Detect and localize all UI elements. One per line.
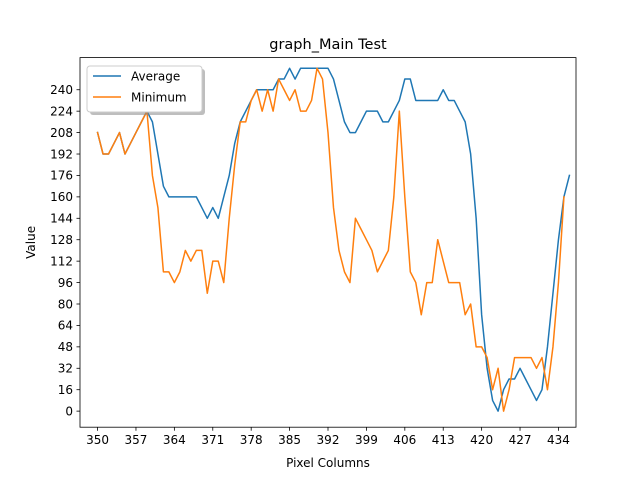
x-tick-label: 399 [355,433,378,447]
series-line-minimum [96,67,565,412]
y-tick-label: 96 [58,276,73,290]
y-tick-label: 80 [58,297,73,311]
legend-box [86,65,203,113]
y-tick-label: 208 [50,126,73,140]
x-axis-ticks: 350 357 364 371 378 385 392 399 406 413 420 427 434 [86,427,570,447]
x-tick-label: 385 [278,433,301,447]
x-tick-label: 420 [470,433,493,447]
legend-label-minimum: Minimum [131,90,187,104]
y-axis-label: Value [24,226,38,259]
x-tick-label: 378 [240,433,263,447]
x-tick-label: 350 [86,433,109,447]
x-tick-label: 364 [163,433,186,447]
y-tick-label: 128 [50,233,73,247]
x-axis-label: Pixel Columns [286,456,370,470]
x-tick-label: 357 [125,433,148,447]
y-tick-label: 0 [65,404,73,418]
legend: Average Minimum [86,65,205,115]
plot-area [80,57,576,428]
y-tick-label: 160 [50,190,73,204]
x-tick-label: 371 [201,433,224,447]
y-tick-label: 240 [50,83,73,97]
chart-title: graph_Main Test [269,37,387,53]
x-tick-label: 406 [393,433,416,447]
legend-label-average: Average [131,69,180,83]
y-tick-label: 192 [50,147,73,161]
series-line-average [96,67,571,412]
y-tick-label: 48 [58,340,73,354]
y-tick-label: 144 [50,212,73,226]
y-tick-label: 176 [50,169,73,183]
x-tick-label: 413 [432,433,455,447]
y-tick-label: 16 [58,383,73,397]
legend-items: Average Minimum [93,69,187,104]
y-tick-label: 112 [50,254,73,268]
y-tick-label: 32 [58,362,73,376]
x-tick-label: 427 [509,433,532,447]
series-lines [96,67,571,412]
y-tick-label: 64 [58,319,73,333]
y-axis-ticks: 0 16 32 48 64 80 96 112 128 144 160 176 192 208 224 240 [50,83,80,418]
y-tick-label: 224 [50,104,73,118]
x-tick-label: 434 [547,433,570,447]
x-tick-label: 392 [317,433,340,447]
